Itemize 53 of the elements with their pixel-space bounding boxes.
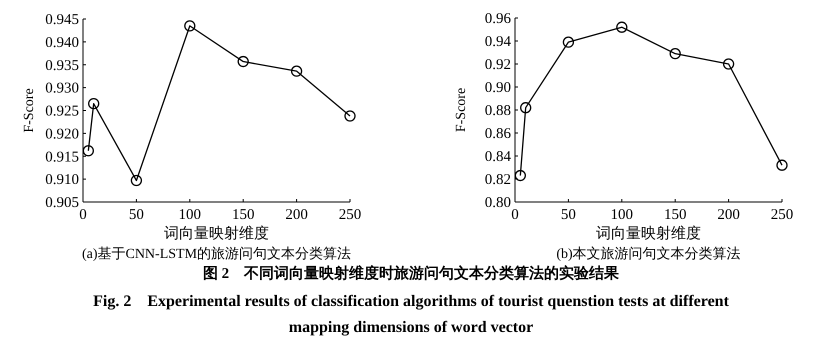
point	[722, 58, 734, 70]
y-tick-label: 0.935	[45, 58, 79, 74]
y-tick-label: 0.915	[45, 149, 79, 166]
x-tick-label: 0	[511, 207, 519, 223]
point	[184, 20, 196, 32]
x-tick-label: 250	[338, 207, 362, 223]
x-tick-label: 200	[717, 207, 740, 223]
y-tick-label: 0.88	[484, 103, 511, 119]
y-tick-label: 0.82	[484, 172, 511, 188]
point	[776, 160, 788, 171]
text: (b)本文旅游问句文本分类算法	[556, 246, 741, 262]
y-tick-label: 0.80	[484, 195, 511, 211]
y-tick-label: 0.90	[484, 80, 511, 96]
point	[290, 66, 302, 77]
x-tick-label: 50	[128, 207, 144, 223]
x-tick-label: 50	[560, 207, 576, 223]
point	[670, 48, 681, 60]
caption: 图 2 不同词向量映射维度时旅游问句文本分类算法的实验结果	[202, 264, 620, 282]
x-axis-title: 词向量映射维度	[596, 225, 701, 242]
point	[82, 145, 94, 156]
y-tick-label: 0.910	[45, 172, 79, 188]
y-tick-label: 0.925	[45, 104, 79, 120]
y-tick-label: 0.92	[484, 57, 511, 73]
point	[88, 98, 100, 110]
x-axis-title: 词向量映射维度	[164, 225, 269, 242]
x-tick-label: 0	[79, 207, 87, 223]
y-tick-label: 0.930	[45, 80, 79, 97]
x-tick-label: 100	[610, 207, 634, 223]
y-tick-label: 0.94	[484, 34, 512, 50]
y-tick-label: 0.920	[45, 126, 79, 142]
x-tick-label: 150	[232, 207, 254, 223]
y-tick-label: 0.96	[484, 11, 512, 27]
point	[562, 36, 574, 48]
text: mapping dimensions of word vector	[288, 319, 534, 336]
y-tick-label: 0.86	[484, 126, 512, 142]
y-tick-label: 0.945	[45, 12, 79, 28]
x-tick-label: 100	[178, 207, 202, 223]
point	[344, 110, 356, 122]
x-tick-label: 150	[664, 207, 686, 223]
y-axis-title: F-Score	[22, 88, 37, 133]
x-tick-label: 200	[285, 207, 308, 223]
caption: Fig. 2 Experimental results of classification algorithms of tourist quenstion tests at different	[93, 293, 730, 310]
point	[130, 174, 142, 186]
y-tick-label: 0.84	[484, 149, 512, 165]
point	[520, 102, 532, 114]
point	[514, 170, 526, 182]
y-axis-title: F-Score	[454, 88, 469, 132]
y-tick-label: 0.905	[45, 195, 79, 211]
x-tick-label: 250	[770, 207, 794, 223]
point	[616, 22, 628, 33]
y-tick-label: 0.940	[45, 34, 79, 51]
text: (a)基于CNN-LSTM的旅游问句文本分类算法	[82, 246, 352, 262]
point	[238, 56, 249, 68]
